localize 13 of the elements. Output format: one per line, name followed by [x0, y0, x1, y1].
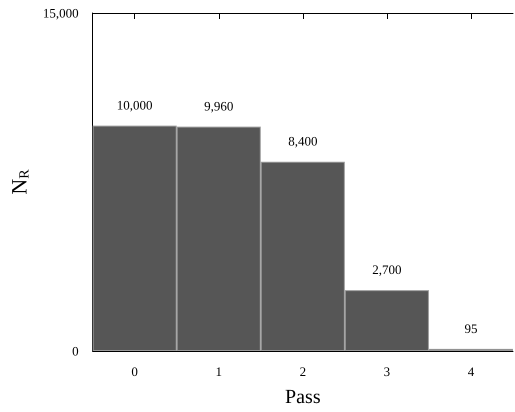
x-tick-label: 4: [468, 364, 475, 379]
x-tick-label: 1: [216, 364, 222, 379]
x-tick-label: 0: [131, 364, 138, 379]
x-axis-title: Pass: [285, 386, 321, 408]
data-label: 9,960: [204, 98, 234, 114]
x-tick-label: 3: [384, 364, 390, 379]
y-axis-title: NR: [6, 168, 32, 195]
data-label: 8,400: [288, 134, 318, 149]
data-label: 10,000: [116, 98, 153, 113]
data-label: 2,700: [372, 262, 402, 278]
y-tick-label: 15,000: [42, 6, 79, 20]
x-tick-label: 2: [300, 364, 306, 379]
data-label: 95: [464, 320, 478, 336]
